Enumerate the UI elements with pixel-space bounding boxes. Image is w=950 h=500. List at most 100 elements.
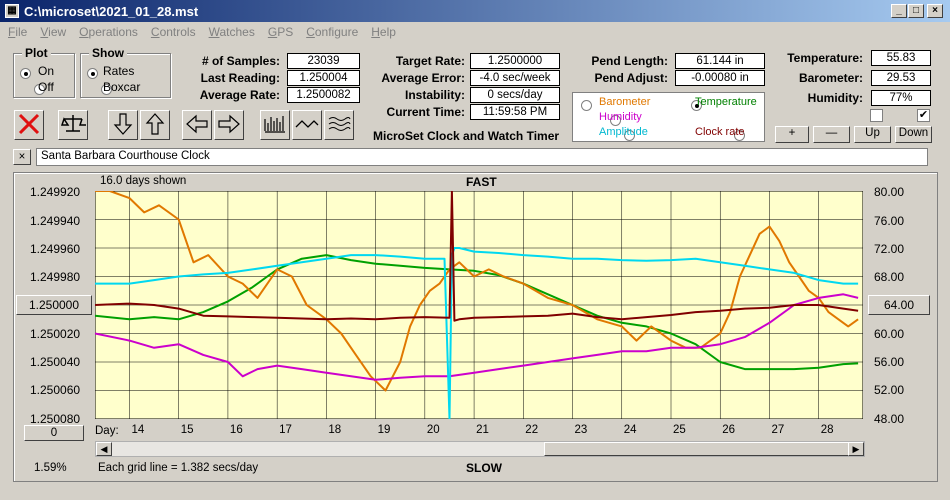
up-button[interactable]: Up [854, 126, 891, 143]
grid-lines [95, 191, 863, 419]
title-bar: ▦ C:\microset\2021_01_28.mst _ □ × [0, 0, 950, 22]
clock-rate-radio[interactable] [734, 130, 746, 142]
app-icon: ▦ [5, 4, 19, 18]
chart-scrollbar[interactable]: ◀ ▶ [95, 441, 865, 457]
x-tick-label: 28 [820, 424, 834, 436]
x-tick-label: 22 [525, 424, 539, 436]
temperature-radio[interactable] [691, 100, 703, 112]
checkbox-right[interactable]: ✔ [917, 109, 930, 122]
temperature-value: 55.83 [871, 50, 931, 66]
plot-group: Plot On Off [13, 46, 75, 98]
left-tick: 1.249940 [30, 214, 81, 228]
right-tick: 80.00 [874, 185, 905, 199]
minus-button[interactable]: — [813, 126, 850, 143]
rate-chart [95, 191, 863, 419]
average-error-value: -4.0 sec/week [470, 70, 560, 86]
app-caption: MicroSet Clock and Watch Timer [373, 129, 560, 143]
arrow-right-icon[interactable] [214, 110, 244, 140]
show-rates-radio[interactable] [87, 68, 98, 80]
menu-view[interactable]: View [40, 25, 67, 39]
menu-bar: File View Operations Controls Watches GPS Conf… [0, 22, 950, 42]
center-sensor-button[interactable]: 64.00 [868, 295, 930, 315]
target-rate-value: 1.2500000 [470, 53, 560, 69]
menu-gps[interactable]: GPS [267, 25, 294, 39]
plot-off-radio[interactable] [34, 84, 46, 96]
series-amplitude [95, 247, 859, 419]
day-axis-label: Day: [95, 425, 119, 437]
scroll-right-icon[interactable]: ▶ [848, 442, 864, 456]
left-tick: 1.249960 [30, 242, 81, 256]
triple-wave-icon[interactable] [324, 110, 354, 140]
temperature-option-label: Temperature [695, 96, 757, 108]
down-button[interactable]: Down [895, 126, 932, 143]
close-icon[interactable]: × [927, 4, 943, 18]
average-rate-label: Average Rate: [199, 88, 280, 102]
temperature-label: Temperature: [787, 51, 863, 65]
barometer-value: 29.53 [871, 70, 931, 86]
checkbox-left[interactable] [870, 109, 883, 122]
humidity-option-label: Humidity [599, 111, 642, 123]
show-group: Show Rates Boxcar [80, 46, 171, 98]
barometer-option-label: Barometer [599, 96, 651, 108]
left-tick: 1.249920 [30, 185, 81, 199]
barometer-label: Barometer: [798, 71, 863, 85]
left-tick: 1.250060 [30, 383, 81, 397]
humidity-radio[interactable] [609, 115, 621, 127]
instability-label: Instability: [404, 88, 465, 102]
left-tick: 1.250080 [30, 412, 81, 426]
menu-configure[interactable]: Configure [306, 25, 359, 39]
bar-chart-icon[interactable] [260, 110, 290, 140]
last-reading-label: Last Reading: [200, 71, 280, 85]
left-tick: 1.249980 [30, 270, 81, 284]
clock-rate-option-label: Clock rate [695, 126, 745, 138]
plot-on-radio[interactable] [20, 68, 31, 80]
clear-clock-button[interactable]: × [13, 149, 31, 165]
left-tick: 1.250040 [30, 355, 81, 369]
pend-length-value: 61.144 in [675, 53, 765, 69]
menu-file[interactable]: File [8, 25, 28, 39]
average-rate-value: 1.2500082 [287, 87, 360, 103]
x-tick-label: 15 [180, 424, 194, 436]
right-tick: 68.00 [874, 270, 905, 284]
series-clock-rate [95, 191, 859, 322]
days-shown-label: 16.0 days shown [100, 175, 187, 187]
clock-name-field[interactable]: Santa Barbara Courthouse Clock [36, 148, 928, 166]
right-tick: 48.00 [874, 412, 905, 426]
x-tick-label: 14 [131, 424, 145, 436]
menu-operations[interactable]: Operations [79, 25, 138, 39]
menu-help[interactable]: Help [371, 25, 396, 39]
humidity-label: Humidity: [807, 91, 863, 105]
minimize-icon[interactable]: _ [891, 4, 907, 18]
right-tick: 76.00 [874, 214, 905, 228]
barometer-radio[interactable] [581, 100, 592, 112]
maximize-icon[interactable]: □ [908, 4, 924, 18]
arrow-up-icon[interactable] [140, 110, 170, 140]
show-boxcar-label: Boxcar [103, 80, 141, 94]
center-rate-button[interactable]: 1.250000 [16, 295, 92, 315]
scroll-left-icon[interactable]: ◀ [96, 442, 112, 456]
arrow-down-icon[interactable] [108, 110, 138, 140]
plus-button[interactable]: + [775, 126, 809, 143]
current-time-value: 11:59:58 PM [470, 104, 560, 120]
menu-controls[interactable]: Controls [150, 25, 196, 39]
arrow-left-icon[interactable] [182, 110, 212, 140]
wave-icon[interactable] [292, 110, 322, 140]
stop-icon[interactable] [14, 110, 44, 140]
series-temperature [95, 254, 859, 371]
menu-watches[interactable]: Watches [208, 25, 255, 39]
left-tick: 1.250020 [30, 327, 81, 341]
percent-label: 1.59% [34, 462, 67, 474]
right-tick: 60.00 [874, 327, 905, 341]
show-boxcar-radio[interactable] [101, 84, 113, 96]
x-tick-label: 16 [229, 424, 243, 436]
current-time-label: Current Time: [386, 105, 465, 119]
x-tick-label: 20 [426, 424, 440, 436]
x-tick-label: 21 [476, 424, 489, 436]
fast-label: FAST [466, 175, 497, 189]
sensor-options: Barometer Temperature Humidity Amplitude… [572, 92, 765, 142]
scroll-thumb[interactable] [544, 442, 849, 456]
amplitude-radio[interactable] [624, 130, 636, 142]
balance-icon[interactable] [58, 110, 88, 140]
window-title: C:\microset\2021_01_28.mst [24, 4, 199, 19]
offset-button[interactable]: 0 [24, 425, 84, 441]
